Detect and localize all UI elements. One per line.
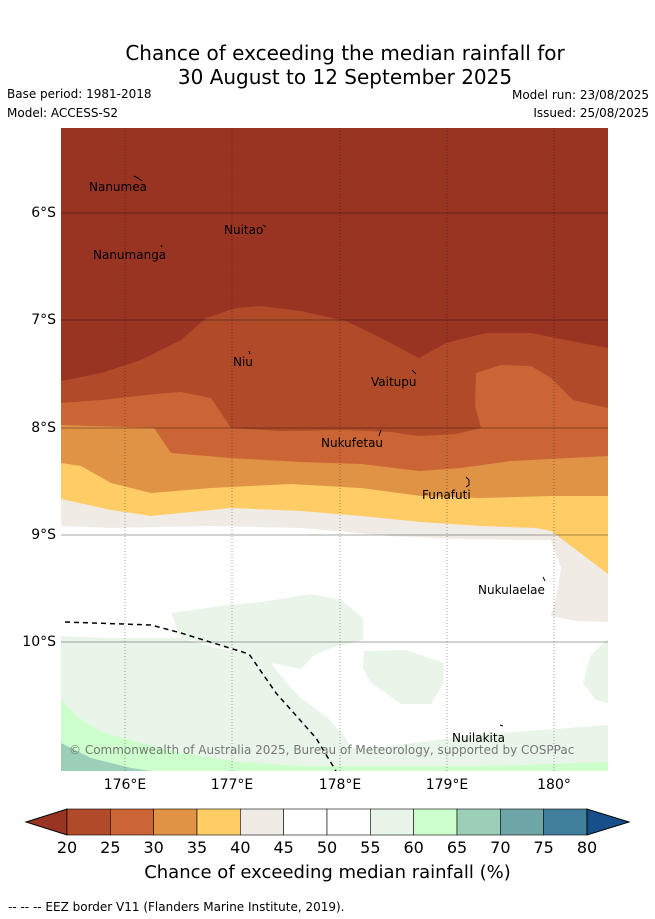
model-run: Model run: 23/08/2025	[511, 88, 649, 102]
colorbar-title: Chance of exceeding median rainfall (%)	[144, 862, 511, 883]
colorbar-tick-35: 35	[186, 838, 208, 857]
colorbar-tick-80: 80	[576, 838, 598, 857]
band-55-60-upper	[171, 594, 363, 669]
colorbar-tick-50: 50	[316, 838, 338, 857]
colorbar-segment-35-40	[196, 808, 241, 836]
colorbar-tick-60: 60	[403, 838, 424, 857]
colorbar-tick-40: 40	[230, 838, 251, 857]
island-mark-vaitupu	[411, 369, 417, 375]
lon-tick-177e: 177°E	[210, 777, 254, 793]
issued-date: Issued: 25/08/2025	[533, 106, 649, 120]
island-label-nuilakita: Nuilakita	[452, 731, 505, 745]
title-line-2: 30 August to 12 September 2025	[177, 65, 513, 89]
island-label-nanumea: Nanumea	[89, 180, 147, 194]
band-65-70	[61, 743, 151, 771]
colorbar-tick-65: 65	[446, 838, 468, 857]
colorbar-tick-20: 20	[56, 838, 78, 857]
colorbar-segment-75-80	[543, 808, 588, 836]
colorbar	[24, 808, 631, 836]
colorbar-tick-75: 75	[533, 838, 554, 857]
island-mark-nukulaelae	[542, 576, 546, 582]
island-mark-nuilakita	[499, 724, 504, 727]
colorbar-segment-55-60	[370, 808, 414, 836]
lat-tick-7s: 7°S	[31, 312, 56, 328]
colorbar-tick-70: 70	[490, 838, 511, 857]
colorbar-tick-45: 45	[273, 838, 294, 857]
island-mark-nuitao	[262, 224, 267, 228]
base-period: Base period: 1981-2018	[7, 87, 152, 101]
colorbar-segment-25-30	[110, 808, 154, 836]
colorbar-segment-30-35	[153, 808, 198, 836]
island-label-nukufetau: Nukufetau	[321, 436, 383, 450]
colorbar-arrow-high	[586, 808, 631, 836]
band-55-60-bottom	[61, 698, 608, 771]
colorbar-segment-50-55	[326, 808, 371, 836]
lon-tick-180: 180°	[537, 777, 571, 793]
eez-legend-note: -- -- -- EEZ border V11 (Flanders Marine…	[8, 900, 345, 914]
colorbar-segment-45-50	[283, 808, 328, 836]
island-label-funafuti: Funafuti	[422, 488, 471, 502]
colorbar-segment-65-70	[456, 808, 501, 836]
colorbar-segment-20-25	[66, 808, 111, 836]
island-label-vaitupu: Vaitupu	[371, 375, 417, 389]
gridlines-lat	[61, 212, 608, 643]
colorbar-tick-25: 25	[100, 838, 121, 857]
island-label-niu: Niu	[233, 355, 253, 369]
lon-tick-176e: 176°E	[103, 777, 147, 793]
lat-tick-9s: 9°S	[31, 527, 56, 543]
island-mark-niu	[248, 350, 251, 355]
lon-tick-179e: 179°E	[425, 777, 469, 793]
band-60-65	[61, 699, 608, 771]
copyright-notice: © Commonwealth of Australia 2025, Bureau…	[69, 743, 574, 757]
island-label-nuitao: Nuitao	[224, 223, 263, 237]
rainfall-map: Nanumea Nuitao Nanumanga Niu Vaitupu Nuk…	[61, 128, 608, 771]
island-mark-nanumanga	[160, 244, 163, 248]
model-name: Model: ACCESS-S2	[7, 106, 119, 120]
lat-tick-6s: 6°S	[31, 205, 56, 221]
colorbar-segment-70-75	[500, 808, 544, 836]
lat-tick-8s: 8°S	[31, 420, 56, 436]
colorbar-tick-55: 55	[360, 838, 381, 857]
band-55-60-far-east	[583, 639, 608, 703]
lon-tick-178e: 178°E	[318, 777, 362, 793]
colorbar-tick-30: 30	[143, 838, 164, 857]
island-mark-nukufetau	[378, 429, 382, 437]
colorbar-segment-60-65	[413, 808, 458, 836]
colorbar-segment-40-45	[240, 808, 284, 836]
gridlines	[124, 128, 555, 771]
island-label-nanumanga: Nanumanga	[93, 248, 166, 262]
colorbar-arrow-low	[24, 808, 68, 836]
lat-tick-10s: 10°S	[22, 634, 56, 650]
island-mark-funafuti	[465, 476, 470, 488]
island-label-nukulaelae: Nukulaelae	[478, 583, 545, 597]
island-shapes	[133, 175, 546, 727]
island-mark-nanumea	[133, 175, 143, 182]
band-55-60-east-patch	[363, 650, 444, 704]
title-line-1: Chance of exceeding the median rainfall …	[125, 41, 565, 65]
